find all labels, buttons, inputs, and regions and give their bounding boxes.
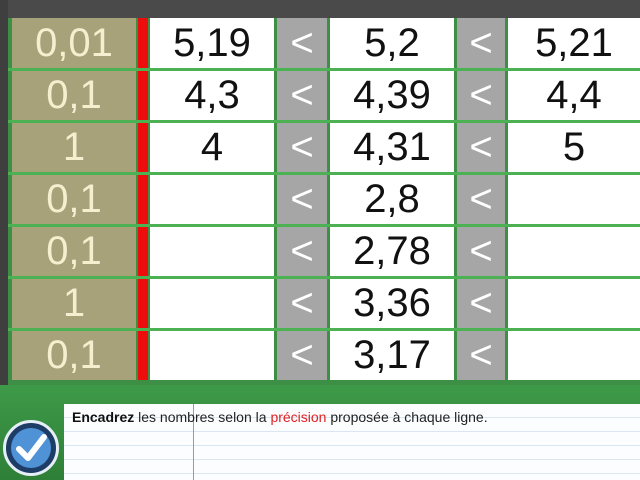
row-marker-bar (138, 174, 148, 224)
row-separator (8, 224, 640, 227)
row-marker-bar (138, 330, 148, 380)
precision-cell: 0,1 (12, 330, 136, 380)
upper-bound-input[interactable] (508, 174, 640, 224)
row-marker-bar (138, 226, 148, 276)
number-cell: 2,78 (330, 226, 454, 276)
instruction-bold: Encadrez (72, 409, 135, 425)
lower-bound-input[interactable] (150, 278, 274, 328)
less-than-sign: < (277, 18, 327, 68)
less-than-sign: < (277, 278, 327, 328)
less-than-sign: < (277, 330, 327, 380)
less-than-sign: < (277, 122, 327, 172)
less-than-sign: < (277, 70, 327, 120)
less-than-sign: < (457, 226, 505, 276)
row-separator (8, 172, 640, 175)
precision-cell: 0,1 (12, 70, 136, 120)
less-than-sign: < (457, 330, 505, 380)
number-cell: 5,2 (330, 18, 454, 68)
lower-bound-input[interactable]: 4,3 (150, 70, 274, 120)
less-than-sign: < (457, 18, 505, 68)
less-than-sign: < (457, 122, 505, 172)
row-separator (8, 276, 640, 279)
check-icon (16, 434, 47, 461)
row-separator (8, 120, 640, 123)
number-cell: 3,17 (330, 330, 454, 380)
instruction-text: Encadrez les nombres selon la précision … (72, 409, 488, 425)
lower-bound-input[interactable] (150, 330, 274, 380)
number-cell: 2,8 (330, 174, 454, 224)
row-marker-bar (138, 70, 148, 120)
number-cell: 4,39 (330, 70, 454, 120)
validate-button[interactable] (3, 420, 59, 476)
precision-cell: 1 (12, 122, 136, 172)
precision-cell: 0,01 (12, 18, 136, 68)
less-than-sign: < (277, 226, 327, 276)
upper-bound-input[interactable] (508, 226, 640, 276)
precision-cell: 0,1 (12, 226, 136, 276)
lower-bound-input[interactable] (150, 226, 274, 276)
row-marker-bar (138, 278, 148, 328)
paper-margin-line (193, 404, 194, 480)
instruction-part1: les nombres selon la (134, 409, 271, 425)
instruction-highlight: précision (270, 409, 327, 425)
precision-cell: 1 (12, 278, 136, 328)
row-separator (8, 68, 640, 71)
upper-bound-input[interactable]: 5,21 (508, 18, 640, 68)
row-marker-bar (138, 122, 148, 172)
number-cell: 3,36 (330, 278, 454, 328)
upper-bound-input[interactable] (508, 278, 640, 328)
upper-bound-input[interactable] (508, 330, 640, 380)
less-than-sign: < (457, 278, 505, 328)
lower-bound-input[interactable] (150, 174, 274, 224)
lower-bound-input[interactable]: 4 (150, 122, 274, 172)
less-than-sign: < (277, 174, 327, 224)
top-shadow (0, 0, 640, 18)
number-cell: 4,31 (330, 122, 454, 172)
exercise-board: 0,01 5,19 <5,2 <5,21 0,1 4,3 <4,39 <4,4 1 4 <4,31 <… (0, 0, 640, 385)
instruction-part2: proposée à chaque ligne. (326, 409, 488, 425)
row-separator (8, 328, 640, 331)
row-marker-bar (138, 18, 148, 68)
precision-cell: 0,1 (12, 174, 136, 224)
lower-bound-input[interactable]: 5,19 (150, 18, 274, 68)
less-than-sign: < (457, 174, 505, 224)
upper-bound-input[interactable]: 4,4 (508, 70, 640, 120)
upper-bound-input[interactable]: 5 (508, 122, 640, 172)
notebook-paper (64, 404, 640, 480)
less-than-sign: < (457, 70, 505, 120)
left-edge (0, 0, 8, 385)
